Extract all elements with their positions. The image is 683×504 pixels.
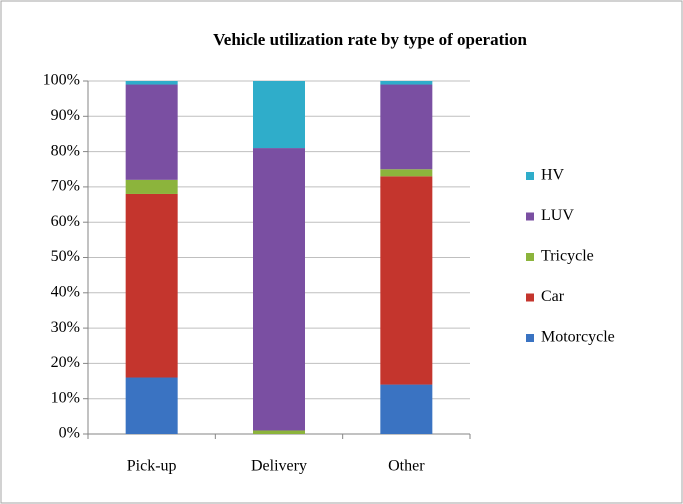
legend-swatch <box>526 293 534 302</box>
bar-segment <box>125 84 178 180</box>
x-tick-label: Pick-up <box>127 458 177 475</box>
bar-segment <box>125 81 178 85</box>
bar-segment <box>125 179 178 194</box>
bar-segment <box>253 430 305 434</box>
y-tick-label: 40% <box>51 283 80 300</box>
legend-label: Motorcycle <box>541 329 615 346</box>
y-tick-label: 60% <box>51 213 80 230</box>
y-tick-label: 70% <box>51 178 80 195</box>
y-tick-label: 0% <box>59 425 80 442</box>
x-tick-label: Delivery <box>251 458 307 475</box>
legend-label: LUV <box>541 207 574 224</box>
legend-swatch <box>526 334 534 342</box>
legend-swatch <box>526 253 534 261</box>
y-tick-label: 20% <box>51 354 80 371</box>
bar-segment <box>380 81 433 85</box>
x-tick-label: Other <box>388 458 425 475</box>
bar-segment <box>253 81 305 149</box>
y-tick-label: 10% <box>51 389 80 406</box>
bar-segment <box>380 84 433 170</box>
legend-label: Car <box>541 288 565 305</box>
bar-segment <box>380 169 433 177</box>
legend-swatch <box>526 172 534 180</box>
legend-swatch <box>526 212 534 221</box>
bar-segment <box>253 148 305 431</box>
bar-segment <box>125 193 178 378</box>
y-tick-label: 90% <box>51 107 80 124</box>
legend-label: Tricycle <box>541 248 594 265</box>
y-tick-label: 100% <box>43 72 80 89</box>
y-tick-label: 50% <box>51 248 80 265</box>
bar-segment <box>380 176 433 385</box>
bar-segment <box>380 384 433 434</box>
chart-title: Vehicle utilization rate by type of oper… <box>213 30 527 49</box>
bar-segment <box>125 377 178 434</box>
y-tick-label: 80% <box>51 142 80 159</box>
legend-label: HV <box>541 167 565 184</box>
y-tick-label: 30% <box>51 319 80 336</box>
